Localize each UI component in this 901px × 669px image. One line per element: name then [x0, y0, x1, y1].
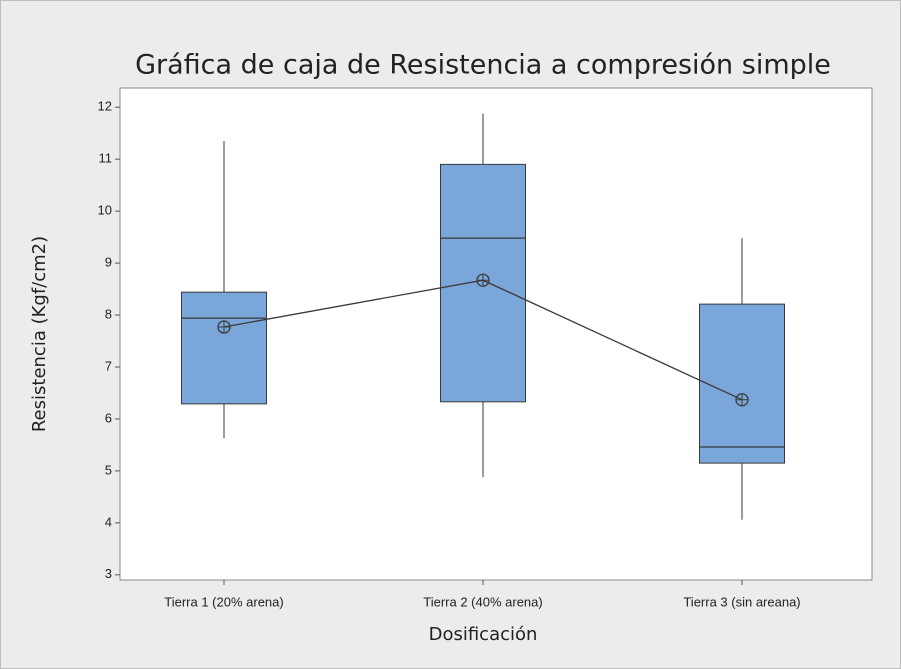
box — [699, 303, 785, 464]
chart-title: Gráfica de caja de Resistencia a compres… — [135, 50, 831, 81]
y-tick-label: 7 — [105, 358, 112, 373]
mean-marker — [217, 320, 231, 334]
y-tick-label: 6 — [105, 410, 112, 425]
box — [181, 291, 267, 405]
y-tick-label: 11 — [99, 151, 113, 166]
y-tick-label: 5 — [105, 462, 112, 477]
y-tick-label: 4 — [105, 514, 112, 529]
mean-marker — [735, 393, 749, 407]
y-tick-label: 3 — [105, 566, 112, 581]
mean-marker — [476, 273, 490, 287]
x-tick-label: Tierra 1 (20% arena) — [164, 594, 283, 609]
x-tick-label: Tierra 2 (40% arena) — [423, 594, 542, 609]
y-tick-label: 10 — [98, 203, 112, 218]
y-tick-label: 12 — [98, 99, 112, 114]
x-tick-label: Tierra 3 (sin areana) — [683, 594, 800, 609]
y-tick-label: 8 — [105, 306, 112, 321]
y-tick-label: 9 — [105, 255, 112, 270]
y-axis-label: Resistencia (Kgf/cm2) — [29, 236, 50, 432]
x-axis-label: Dosificación — [429, 624, 538, 645]
